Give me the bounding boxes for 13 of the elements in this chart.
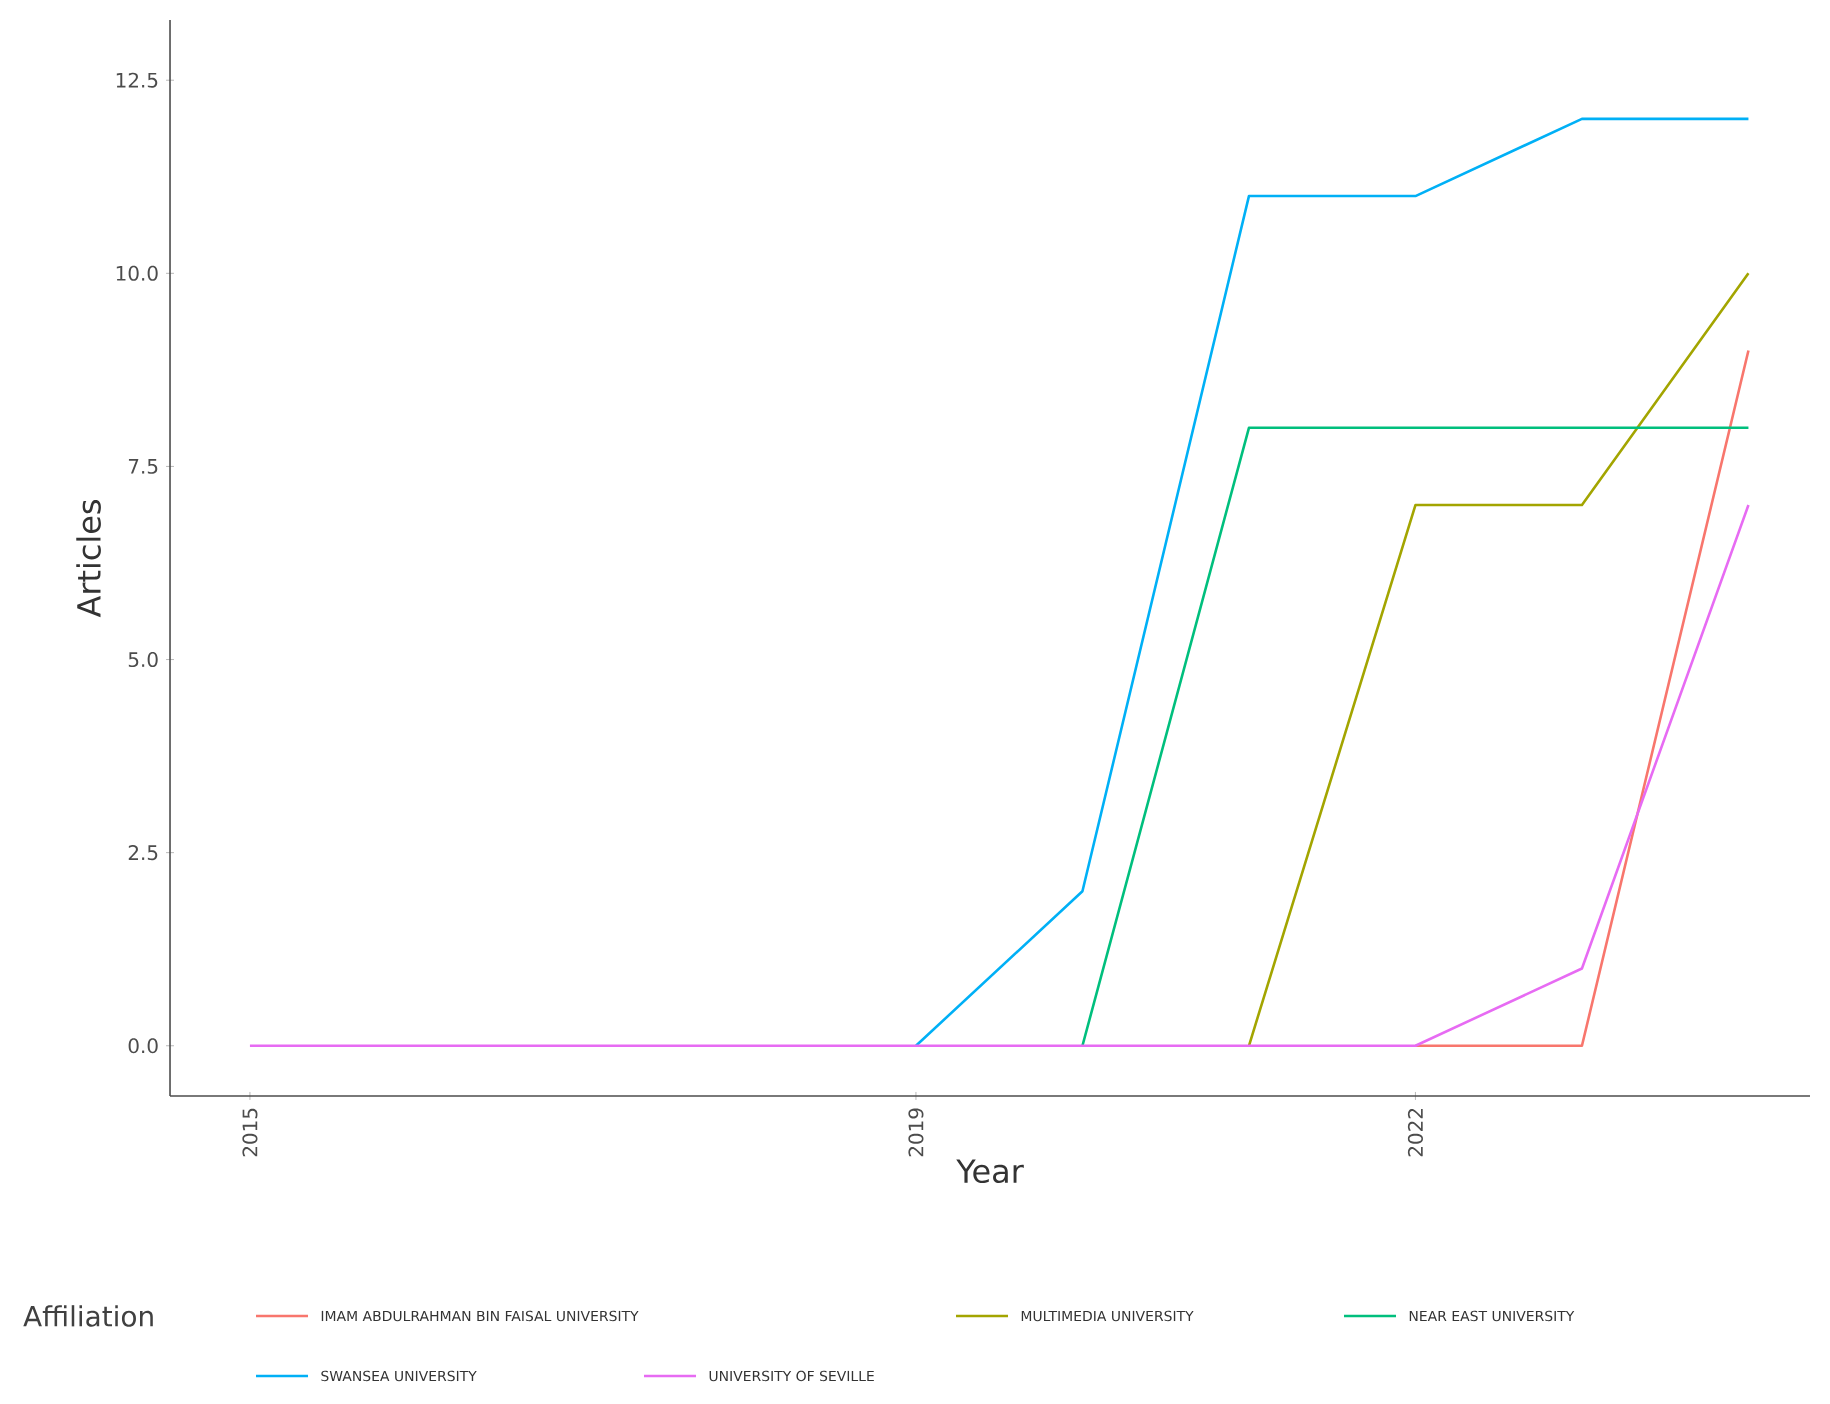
y-tick-label: 7.5 — [128, 459, 158, 474]
y-tick-label: 0.0 — [128, 1038, 158, 1054]
x-tick-label: 2022 — [1407, 1109, 1423, 1157]
line-series — [914, 117, 1750, 1048]
y-tick-label: 10.0 — [116, 265, 158, 281]
x-axis-title: Year — [956, 1159, 1024, 1184]
y-axis-title: Articles — [76, 500, 101, 618]
x-tick-label: 2015 — [242, 1108, 258, 1157]
y-tick-label: 12.5 — [116, 72, 158, 88]
y-tick-label: 5.0 — [128, 651, 158, 668]
y-tick-label: 2.5 — [128, 845, 158, 861]
legend-title: Affiliation — [23, 1305, 153, 1327]
x-tick-label: 2019 — [908, 1108, 924, 1157]
